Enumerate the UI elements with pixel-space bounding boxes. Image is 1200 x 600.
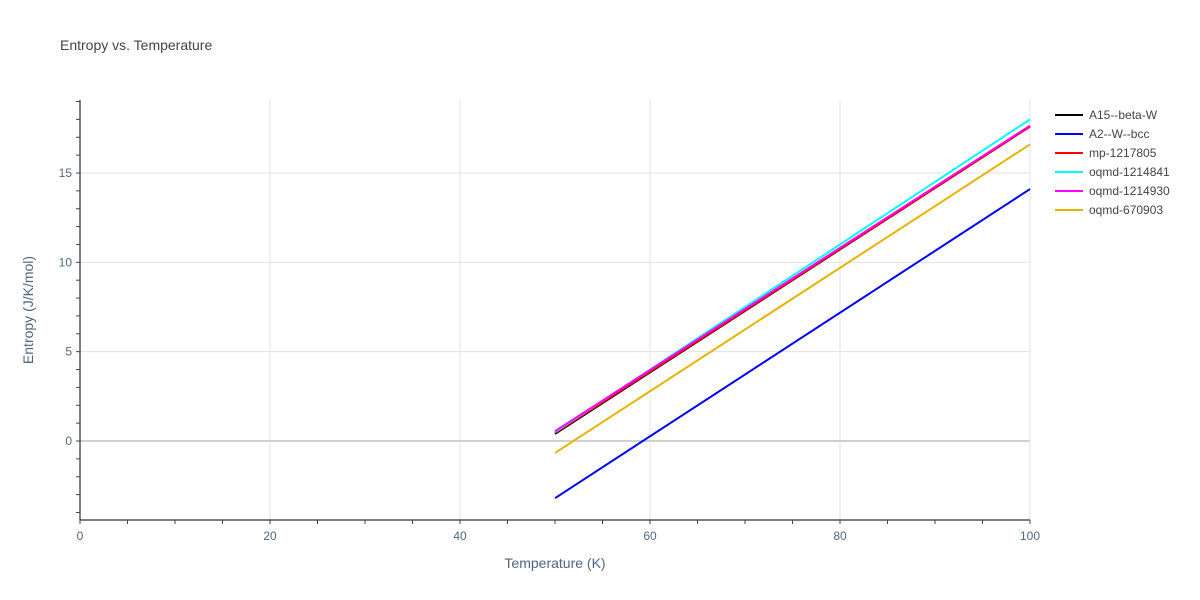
series-line-oqmd-1214930 [554,124,1031,433]
series-line-oqmd-670903 [554,143,1031,454]
series-line-A2--W--bcc [554,188,1031,500]
y-tick-label: 0 [65,434,72,448]
y-tick-label: 5 [65,345,72,359]
x-tick-label: 20 [263,529,277,543]
y-axis-label: Entropy (J/K/mol) [20,256,36,364]
legend-item[interactable]: A2--W--bcc [1089,127,1149,141]
x-tick-label: 80 [833,529,847,543]
y-tick-label: 10 [59,255,73,269]
x-tick-label: 100 [1020,529,1040,543]
legend-item[interactable]: oqmd-1214841 [1089,165,1170,179]
legend-item[interactable]: A15--beta-W [1089,108,1158,122]
x-tick-label: 40 [453,529,467,543]
y-tick-label: 15 [59,166,73,180]
legend-item[interactable]: mp-1217805 [1089,146,1157,160]
chart-title: Entropy vs. Temperature [60,37,212,53]
x-tick-label: 0 [77,529,84,543]
legend-item[interactable]: oqmd-1214930 [1089,184,1170,198]
x-tick-label: 60 [643,529,657,543]
legend-item[interactable]: oqmd-670903 [1089,203,1163,217]
x-axis-label: Temperature (K) [504,555,605,571]
